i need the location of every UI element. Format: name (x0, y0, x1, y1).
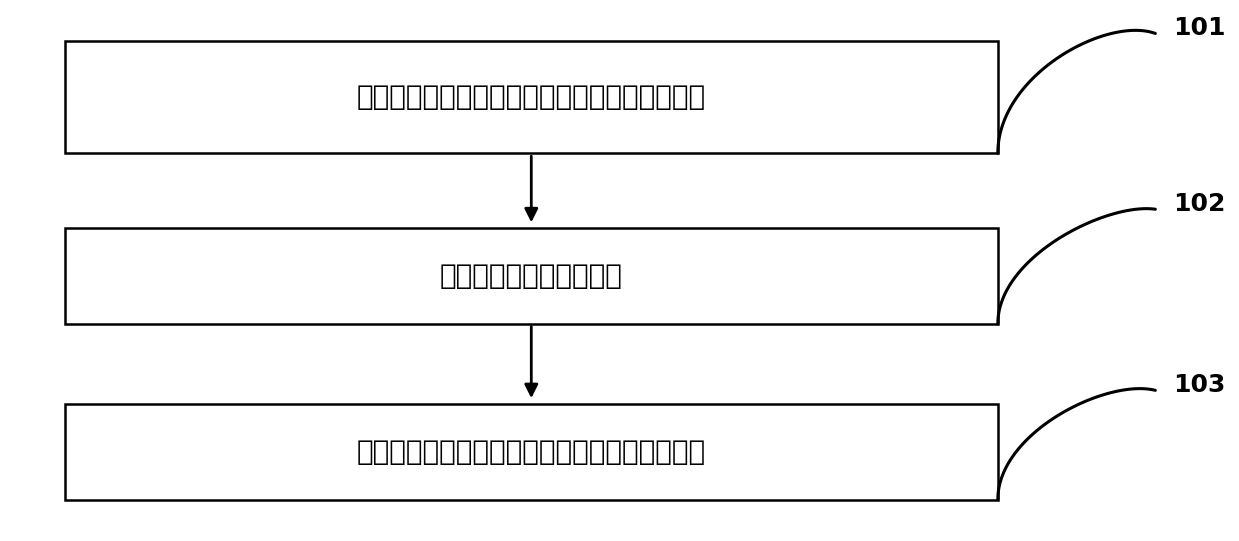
Text: 102: 102 (1173, 192, 1225, 216)
Bar (64, 228, 997, 324)
Text: 根据时间记录和参考信息计算目标车辆的停车费: 根据时间记录和参考信息计算目标车辆的停车费 (357, 438, 706, 466)
Text: 获取目标车辆在目标停车场本次停车的时间记录: 获取目标车辆在目标停车场本次停车的时间记录 (357, 83, 706, 111)
Bar (64, 404, 997, 499)
Text: 获取目标用户的参考信息: 获取目标用户的参考信息 (440, 262, 623, 290)
Bar (64, 42, 997, 153)
Text: 101: 101 (1173, 16, 1227, 40)
Text: 103: 103 (1173, 373, 1225, 397)
